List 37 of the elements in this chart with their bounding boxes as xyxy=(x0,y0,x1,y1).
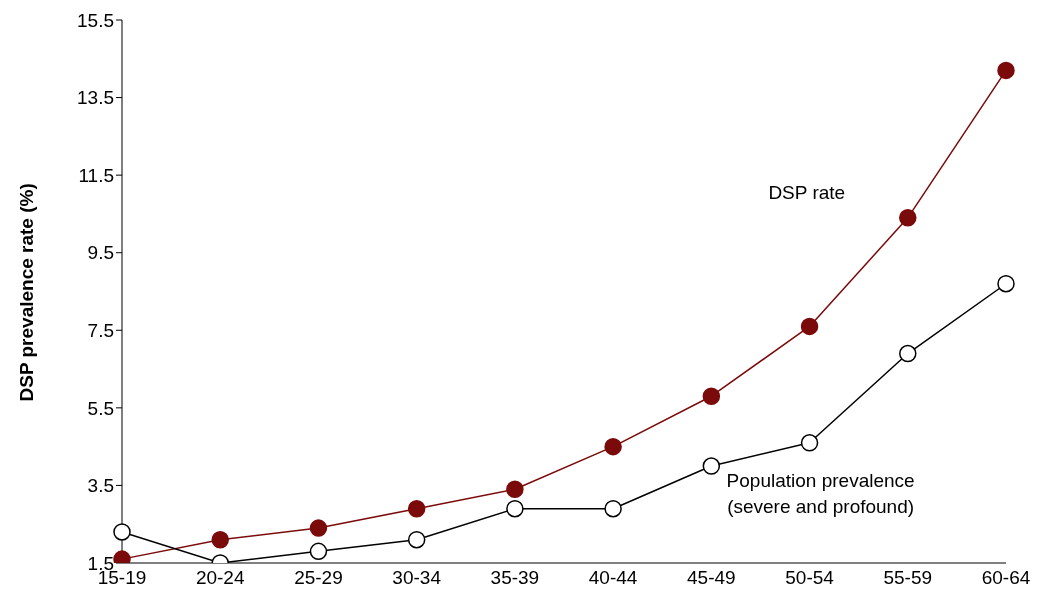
point xyxy=(702,387,721,405)
x-tick-label: 35-39 xyxy=(490,567,540,589)
point xyxy=(604,499,622,518)
point xyxy=(506,480,524,499)
point xyxy=(899,344,917,363)
x-tick-label: 50-54 xyxy=(785,567,835,589)
y-tick-label: 7.5 xyxy=(87,320,114,342)
x-tick-label: 55-59 xyxy=(883,567,933,589)
y-tick-label: 3.5 xyxy=(87,475,114,497)
point xyxy=(604,437,622,456)
y-tick-label: 5.5 xyxy=(87,397,114,419)
point xyxy=(899,209,917,227)
y-axis-title: DSP prevalence rate (%) xyxy=(15,183,37,402)
point xyxy=(211,530,229,549)
point xyxy=(309,519,328,537)
y-tick-label: 13.5 xyxy=(77,87,114,109)
x-tick-label: 25-29 xyxy=(294,567,343,589)
point xyxy=(997,61,1015,80)
point xyxy=(407,499,426,518)
x-tick-label: 30-34 xyxy=(392,567,442,589)
x-tick-label: 20-24 xyxy=(195,567,245,589)
point xyxy=(407,530,426,549)
point xyxy=(800,434,819,452)
point xyxy=(506,499,524,518)
x-tick-label: 60-64 xyxy=(981,567,1031,589)
point xyxy=(800,317,819,336)
y-tick-label: 9.5 xyxy=(87,242,114,264)
point xyxy=(309,542,328,561)
x-tick-label: 40-44 xyxy=(588,567,638,589)
y-tick-label: 11.5 xyxy=(78,164,114,186)
y-tick-label: 15.5 xyxy=(77,9,114,31)
text: DSP rate xyxy=(768,180,846,205)
series-label: Population prevalence (severe and profound) xyxy=(726,469,915,520)
point xyxy=(113,523,131,541)
point xyxy=(997,274,1015,293)
x-tick-label: 45-49 xyxy=(687,567,736,589)
point xyxy=(702,457,721,475)
